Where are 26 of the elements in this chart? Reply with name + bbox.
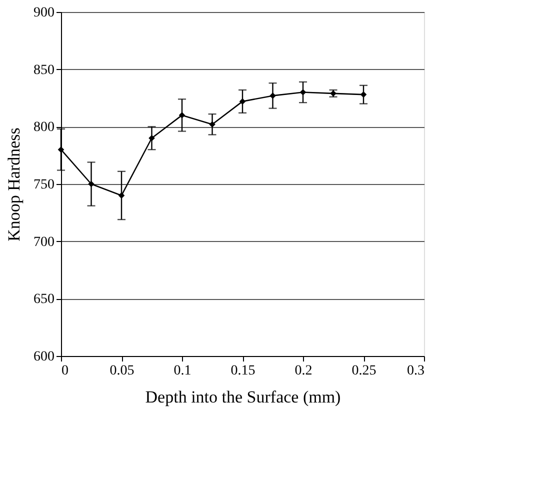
y-tick-label: 750 — [34, 178, 54, 192]
y-tick-label: 850 — [34, 62, 54, 78]
y-tick-label: 600 — [34, 350, 54, 364]
point — [178, 112, 186, 118]
point — [270, 92, 276, 99]
x-tick-label: 0.1 — [174, 364, 192, 378]
y-axis-title: Knoop Hardness — [4, 128, 24, 242]
x-tick-label: 0.3 — [407, 364, 424, 378]
y-tick-label: 800 — [34, 120, 54, 136]
point — [118, 192, 125, 199]
x-axis-title: Depth into the Surface (mm) — [145, 388, 341, 406]
point — [239, 98, 246, 105]
x-tick-label: 0 — [62, 364, 68, 378]
y-tick-label: 900 — [34, 6, 54, 20]
point — [209, 121, 216, 128]
x-tick-label: 0.15 — [230, 364, 256, 378]
point — [300, 89, 306, 96]
point — [360, 91, 367, 98]
point — [58, 146, 64, 153]
y-tick-label: 650 — [34, 292, 54, 308]
point — [148, 134, 155, 142]
x-tick-label: 0.25 — [352, 364, 376, 378]
x-tick-label: 0.05 — [110, 364, 134, 378]
x-tick-label: 0.2 — [294, 364, 312, 378]
y-tick-label: 700 — [34, 234, 54, 250]
point — [88, 180, 94, 188]
